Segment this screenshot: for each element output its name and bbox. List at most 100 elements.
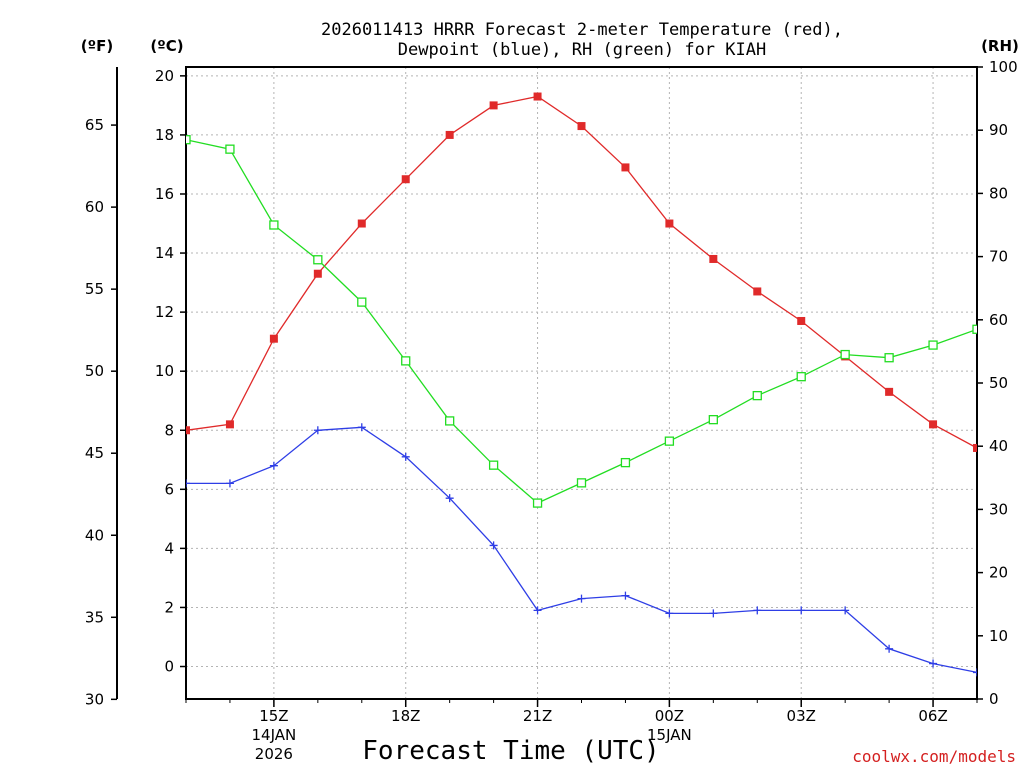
rh-point	[357, 297, 367, 307]
dewpoint-point	[401, 452, 410, 461]
dewpoint-point	[753, 606, 762, 615]
dewpoint-point	[445, 494, 454, 503]
temperature-point	[753, 287, 762, 296]
rh-point	[620, 457, 631, 468]
chart-title-line-2: Dewpoint (blue), RH (green) for KIAH	[398, 40, 766, 60]
temperature-point	[929, 420, 938, 429]
rh-tick-label: 50	[989, 374, 1008, 392]
rh-point	[313, 255, 323, 265]
fahrenheit-tick-label: 40	[85, 526, 104, 544]
rh-unit-label: (RH)	[981, 37, 1019, 55]
rh-point	[532, 498, 543, 508]
fahrenheit-tick-label: 45	[85, 444, 104, 462]
temperature-point	[269, 334, 278, 343]
temperature-point	[621, 163, 630, 172]
x-tick-label: 03Z	[787, 707, 816, 725]
rh-point	[401, 356, 411, 366]
celsius-tick-label: 2	[164, 598, 174, 616]
rh-tick-label: 80	[989, 184, 1008, 202]
temperature-point	[533, 92, 542, 101]
dewpoint-point	[489, 541, 498, 550]
temperature-point	[885, 387, 894, 396]
dewpoint-point	[929, 659, 938, 668]
dewpoint-point	[269, 461, 278, 470]
celsius-tick-label: 14	[155, 244, 174, 262]
rh-tick-label: 40	[989, 437, 1008, 455]
x-tick-label: 00Z	[655, 707, 684, 725]
series-line	[186, 95, 977, 449]
rh-point	[796, 372, 806, 382]
x-axis-label: Forecast Time (UTC)	[362, 736, 659, 766]
x-tick-label: 15Z	[259, 707, 288, 725]
dewpoint-point	[797, 606, 806, 615]
axes: 0 2 4 6 8 10 12 14 16 18 20 30 35 40 45 50 55 60 65 0 10 20 30…	[85, 58, 1018, 763]
grid-lines	[186, 67, 977, 699]
x-tick-label: 14JAN	[252, 726, 297, 744]
fahrenheit-tick-label: 65	[85, 116, 104, 134]
rh-point	[576, 478, 587, 488]
rh-point	[972, 324, 977, 334]
temperature-point	[973, 443, 977, 452]
dewpoint-point	[621, 591, 630, 600]
fahrenheit-tick-label: 60	[85, 198, 104, 216]
celsius-tick-label: 10	[155, 362, 174, 380]
celsius-tick-label: 8	[164, 421, 174, 439]
fahrenheit-tick-label: 35	[85, 608, 104, 626]
series-2	[186, 135, 977, 508]
dewpoint-point	[357, 423, 366, 432]
temperature-point	[665, 219, 674, 228]
celsius-tick-label: 20	[155, 67, 174, 85]
fahrenheit-tick-label: 50	[85, 362, 104, 380]
x-tick-label: 21Z	[523, 707, 552, 725]
celsius-unit-label: (ºC)	[150, 37, 183, 55]
temperature-point	[357, 219, 366, 228]
rh-tick-label: 10	[989, 627, 1008, 645]
rh-tick-label: 30	[989, 500, 1008, 518]
series-1	[186, 423, 977, 677]
temperature-point	[186, 426, 190, 435]
fahrenheit-tick-label: 55	[85, 280, 104, 298]
fahrenheit-unit-label: (ºF)	[81, 37, 113, 55]
rh-point	[884, 353, 894, 363]
rh-tick-label: 20	[989, 564, 1008, 582]
series-0	[186, 92, 977, 452]
temperature-point	[577, 122, 586, 131]
dewpoint-point	[577, 594, 586, 603]
fahrenheit-tick-label: 30	[85, 690, 104, 708]
rh-tick-label: 0	[989, 690, 999, 708]
rh-point	[225, 144, 235, 154]
dewpoint-point	[973, 668, 977, 677]
dewpoint-point	[225, 479, 234, 488]
series-layer	[186, 92, 977, 677]
temperature-point	[709, 254, 718, 263]
dewpoint-point	[186, 479, 190, 488]
x-tick-label: 2026	[255, 745, 293, 763]
dewpoint-point	[709, 609, 718, 618]
celsius-tick-label: 4	[164, 539, 174, 557]
temperature-point	[313, 269, 322, 278]
rh-tick-label: 70	[989, 248, 1008, 266]
rh-point	[708, 415, 718, 425]
x-tick-label: 15JAN	[647, 726, 692, 744]
celsius-tick-label: 12	[155, 303, 174, 321]
celsius-tick-label: 16	[155, 185, 174, 203]
chart-title-line-1: 2026011413 HRRR Forecast 2-meter Tempera…	[321, 20, 843, 40]
temperature-point	[401, 175, 410, 184]
rh-point	[928, 340, 938, 350]
x-tick-label: 18Z	[391, 707, 420, 725]
rh-point	[445, 416, 455, 426]
credit-text: coolwx.com/models	[852, 747, 1016, 766]
rh-point	[488, 460, 499, 470]
rh-tick-label: 100	[989, 58, 1018, 76]
rh-tick-label: 90	[989, 121, 1008, 139]
plot-frame	[185, 66, 978, 700]
x-tick-label: 06Z	[918, 707, 947, 725]
dewpoint-point	[533, 606, 542, 615]
dewpoint-point	[841, 606, 850, 615]
dewpoint-point	[885, 644, 894, 653]
temperature-point	[797, 316, 806, 325]
rh-point	[269, 220, 279, 230]
rh-point	[186, 135, 191, 145]
rh-tick-label: 60	[989, 311, 1008, 329]
temperature-point	[225, 420, 234, 429]
